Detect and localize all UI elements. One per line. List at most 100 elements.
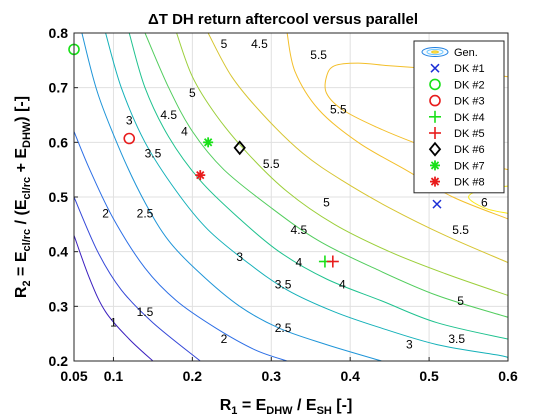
x-tick-label: 0.2 [183,368,203,384]
x-tick-label: 0.1 [104,368,124,384]
y-tick-label: 0.7 [49,80,69,96]
contour-label: 2 [221,332,228,346]
legend-marker [430,63,440,73]
contour-label: 5 [189,86,196,100]
contour-labels: 1 1.5 2 2 2.5 2.5 3 3 3 3.5 3.5 3.5 4 4 4 4.5 4.5 4.5 5 5 5 5… [102,37,488,352]
contour-line-4 [144,33,508,318]
contour-label: 3 [406,338,413,352]
legend: Gen. DK #1 DK #2 DK #3 DK #4 DK #5 DK #6 DK #7 D… [413,40,505,194]
x-tick-label: 0.3 [262,368,282,384]
contour-label: 5.5 [452,223,469,237]
y-axis-label: R2 = Ecl/rc / (Ecl/rc + EDHW) [-] [13,96,33,298]
contour-line-3 [105,33,508,359]
y-tick-label: 0.5 [49,189,69,205]
axis-ticks: 0.05 0.1 0.2 0.3 0.4 0.5 0.6 0.2 0.3 0.4 0.5 0.6 0.7… [49,25,518,384]
y-axis-label-part: 2 [21,280,33,286]
data-point [326,255,339,268]
x-axis-label-part: [-] [332,397,352,414]
contour-label: 6 [481,195,488,209]
x-axis-label: R1 = EDHW / ESH [-] [220,397,353,417]
x-tick-label: 0.4 [340,368,360,384]
contour-label: 5.5 [330,103,347,117]
y-axis-label-part: DHW [21,121,33,148]
contour-lines [74,33,508,361]
data-point [123,132,136,145]
legend-marker [428,141,442,157]
contour-label: 2.5 [275,321,292,335]
data-point [432,199,442,209]
contour-label: 3 [236,250,243,264]
legend-marker [429,94,441,107]
contour-line-3-5 [128,33,508,340]
y-axis-label-part: + E [13,148,30,177]
legend-marker [421,47,449,57]
contour-label: 3.5 [145,146,162,160]
legend-label: DK #7 [454,160,485,172]
legend-label: DK #3 [454,96,485,108]
legend-marker [429,110,441,123]
contour-label: 5 [221,37,228,51]
x-axis-label-part: / E [293,397,317,414]
contour-label: 4.5 [251,37,268,51]
contour-line-1-5 [74,196,201,361]
y-axis-label-part: = E [13,251,30,280]
data-point [195,170,206,181]
data-markers [68,43,442,268]
legend-label: DK #8 [454,177,485,189]
contour-label: 5 [457,294,464,308]
y-tick-label: 0.2 [49,353,69,369]
contour-label: 4.5 [291,223,308,237]
contour-label: 3 [126,113,133,127]
contour-label: 4 [181,124,188,138]
y-tick-label: 0.4 [49,244,69,260]
y-tick-label: 0.3 [49,298,69,314]
contour-line-4-5 [176,33,508,296]
data-point [203,137,214,148]
contour-label: 1 [110,316,117,330]
y-tick-label: 0.8 [49,25,69,41]
y-axis-label-part: cl/rc [21,177,33,200]
x-axis-label-part: SH [317,405,332,417]
contour-label: 1.5 [137,305,154,319]
legend-label: Gen. [454,47,478,59]
contour-label: 5 [323,195,330,209]
y-axis-label-part: ) [-] [13,96,30,122]
x-axis-label-part: R [220,397,232,414]
x-tick-label: 0.05 [60,368,87,384]
legend-marker [429,127,441,139]
x-tick-label: 0.6 [498,368,518,384]
x-axis-label-part: = E [237,397,266,414]
legend-label: DK #2 [454,79,485,91]
contour-label: 3.5 [448,332,465,346]
contour-line-5-5 [286,33,508,220]
legend-marker [429,78,441,91]
x-tick-label: 0.5 [419,368,439,384]
y-axis-label-part: cl/rc [21,229,33,252]
contour-label: 5.5 [263,157,280,171]
data-point [233,140,246,156]
contour-label: 3.5 [275,277,292,291]
legend-label: DK #6 [454,144,485,156]
contour-label: 2.5 [137,206,154,220]
y-axis-label-part: R [13,286,30,298]
contour-line-5 [207,33,508,264]
contour-label: 2 [102,206,109,220]
legend-label: DK #5 [454,128,485,140]
contour-label: 5.5 [310,48,327,62]
legend-label: DK #4 [454,112,485,124]
contour-label: 4.5 [160,108,177,122]
x-axis-label-part: 1 [231,405,237,417]
legend-marker [430,160,440,171]
y-axis-label-part: / (E [13,199,30,229]
contour-line-2-5 [81,33,382,361]
y-tick-label: 0.6 [49,134,69,150]
contour-line-1 [74,235,154,361]
legend-label: DK #1 [454,63,485,75]
chart-title: ΔT DH return aftercool versus parallel [148,11,418,28]
x-axis-label-part: DHW [266,405,293,417]
contour-label: 4 [339,277,346,291]
contour-line-2 [74,131,288,361]
contour-label: 4 [296,256,303,270]
legend-marker [430,176,440,187]
